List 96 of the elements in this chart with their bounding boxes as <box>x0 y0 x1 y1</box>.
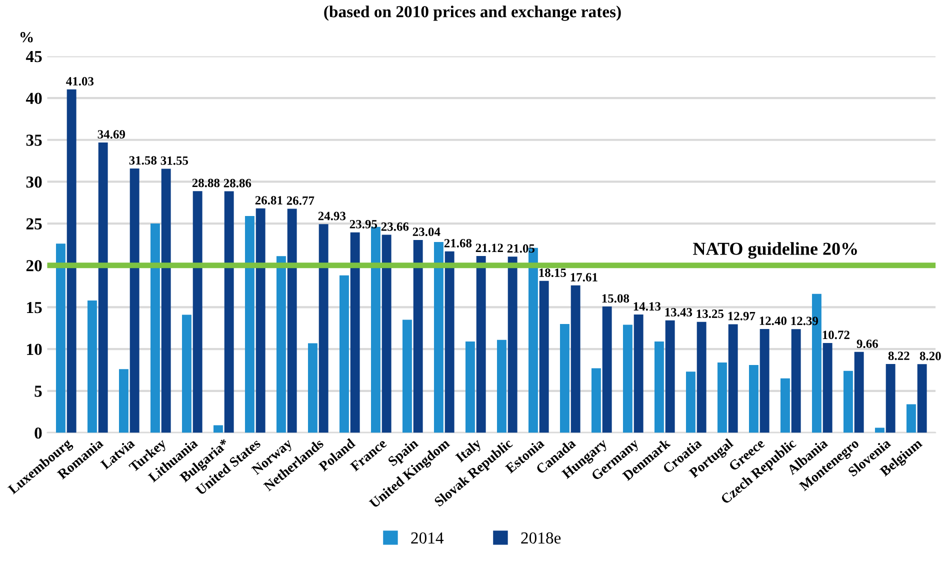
data-label: 21.68 <box>444 238 472 248</box>
legend-label: 2014 <box>411 532 444 544</box>
y-axis-title: % <box>20 32 33 42</box>
bar <box>886 364 896 433</box>
y-tick-label: 30 <box>26 176 42 188</box>
bar <box>686 372 696 433</box>
data-label: 12.40 <box>760 316 787 326</box>
bar <box>318 224 328 433</box>
bar <box>465 342 475 433</box>
bar <box>56 244 66 433</box>
chart-subtitle: (based on 2010 prices and exchange rates) <box>324 6 621 21</box>
y-tick-label: 15 <box>27 302 42 314</box>
data-label: 28.88 <box>192 178 220 188</box>
bar <box>791 329 801 433</box>
data-label: 23.04 <box>412 228 440 236</box>
data-label: 23.95 <box>350 220 378 228</box>
bar <box>591 368 601 433</box>
bar <box>402 320 412 433</box>
bar <box>634 314 644 433</box>
y-tick-label: 0 <box>34 427 42 439</box>
bar <box>192 191 202 433</box>
y-tick-label: 40 <box>26 92 42 104</box>
data-label: 9.66 <box>856 340 878 348</box>
y-tick-label: 10 <box>27 344 42 356</box>
data-label: 31.58 <box>129 156 157 165</box>
bar <box>118 369 128 433</box>
bar <box>665 320 675 433</box>
bar <box>66 89 76 433</box>
data-label: 26.81 <box>255 196 282 205</box>
bar <box>822 343 832 433</box>
bar <box>256 208 266 433</box>
bar <box>539 280 549 433</box>
data-label: 21.05 <box>507 244 535 253</box>
data-label: 34.69 <box>98 130 126 139</box>
bar <box>728 324 738 433</box>
data-label: 13.43 <box>665 308 692 316</box>
y-tick-label: 5 <box>34 386 42 397</box>
bar <box>748 364 758 433</box>
bar <box>161 168 171 433</box>
y-tick-label: 45 <box>26 51 42 62</box>
bar <box>508 256 518 433</box>
bar <box>87 300 97 433</box>
bar <box>780 378 790 433</box>
bar <box>350 232 360 433</box>
data-label: 41.03 <box>66 77 94 86</box>
bar <box>654 342 664 433</box>
bar <box>906 404 916 433</box>
bar <box>854 352 864 433</box>
data-label: 14.13 <box>634 302 661 311</box>
data-label: 8.20 <box>920 352 941 360</box>
bar <box>276 256 286 433</box>
bar <box>382 234 392 433</box>
y-tick-label: 20 <box>26 260 42 272</box>
bar <box>339 275 349 433</box>
data-label: 8.22 <box>888 352 910 360</box>
data-label: 24.93 <box>318 212 346 220</box>
y-tick-label: 25 <box>26 218 42 230</box>
bar <box>434 242 444 433</box>
bar <box>308 343 318 433</box>
bar <box>244 216 254 433</box>
bar <box>570 285 580 433</box>
data-label: 21.12 <box>476 244 503 252</box>
legend-label: 2018e <box>521 532 561 544</box>
data-label: 31.55 <box>160 156 188 165</box>
data-label: 10.72 <box>822 330 850 340</box>
data-label: 12.97 <box>728 312 756 320</box>
bar <box>874 428 884 433</box>
ref-line-label: NATO guideline 20% <box>693 242 857 259</box>
data-label: 23.66 <box>381 222 409 231</box>
data-label: 15.08 <box>602 294 630 303</box>
bar <box>287 208 297 433</box>
bar <box>917 364 927 433</box>
bar <box>717 362 727 433</box>
y-tick-label: 35 <box>26 134 42 146</box>
bar <box>182 314 192 433</box>
bar <box>696 322 706 433</box>
bar <box>476 256 486 433</box>
bar <box>622 324 632 433</box>
bar <box>224 191 234 433</box>
bar <box>496 340 506 433</box>
data-label: 17.61 <box>570 273 598 282</box>
bar <box>413 240 423 433</box>
bar <box>602 306 612 433</box>
data-label: 28.86 <box>224 178 252 188</box>
bar <box>130 168 140 433</box>
bar <box>843 370 853 433</box>
bar <box>98 142 108 433</box>
data-label: 13.25 <box>696 310 724 318</box>
data-label: 18.15 <box>539 268 566 277</box>
bar <box>213 425 223 433</box>
bar <box>760 328 770 433</box>
bar <box>150 224 160 433</box>
data-label: 26.77 <box>286 196 314 205</box>
bar <box>444 251 454 433</box>
bar <box>370 226 380 433</box>
bar <box>560 324 570 433</box>
